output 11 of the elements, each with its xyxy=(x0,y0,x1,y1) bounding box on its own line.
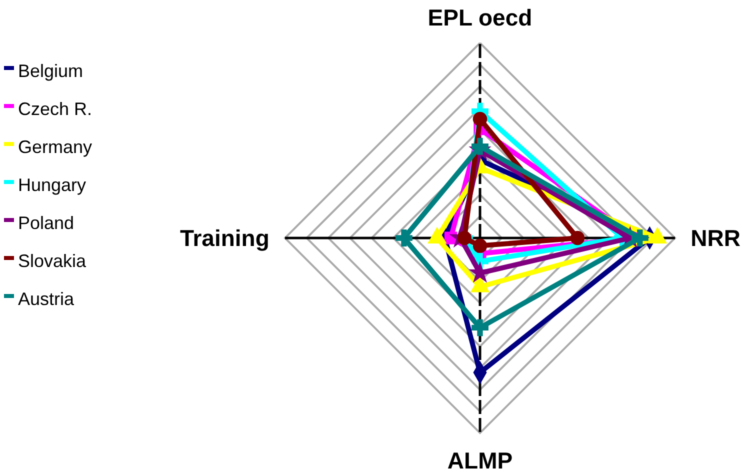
spoke-label: Training xyxy=(180,225,270,251)
spoke-label: EPL oecd xyxy=(428,4,532,30)
legend-label: Hungary xyxy=(18,174,86,195)
legend-label: Poland xyxy=(18,212,74,233)
legend-label: Slovakia xyxy=(18,250,88,271)
legend-label: Austria xyxy=(18,288,76,309)
spoke-label: ALMP xyxy=(447,448,513,472)
legend-label: Germany xyxy=(18,136,92,157)
legend-label: Czech R. xyxy=(18,98,92,119)
legend-label: Belgium xyxy=(18,60,84,81)
spoke-label: NRR xyxy=(690,225,741,251)
